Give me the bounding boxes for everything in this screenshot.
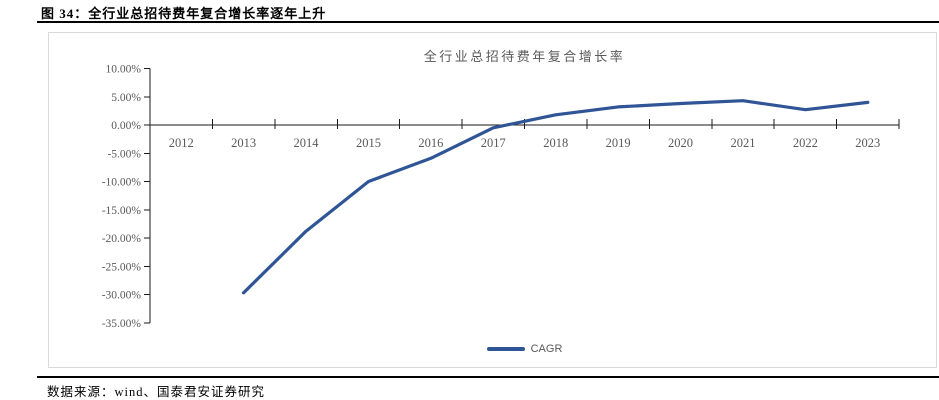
plot-svg: 10.00% 5.00% 0.00% -5.00% -10.00% -15.00% -20.… bbox=[102, 64, 900, 330]
y-axis-label: -15.00% bbox=[102, 205, 142, 217]
figure-title: 图 34：全行业总招待费年复合增长率逐年上升 bbox=[41, 6, 327, 21]
source-note: 数据来源：wind、国泰君安证券研究 bbox=[47, 385, 266, 399]
x-axis-label: 2019 bbox=[606, 136, 631, 150]
y-axis-label: 5.00% bbox=[111, 92, 141, 104]
x-axis-label: 2016 bbox=[418, 136, 443, 150]
x-axis-label: 2012 bbox=[169, 136, 194, 150]
y-axis-label: -30.00% bbox=[102, 290, 142, 302]
legend: CAGR bbox=[150, 341, 899, 357]
legend-line-marker-icon bbox=[486, 347, 525, 351]
y-axis-label: -35.00% bbox=[102, 318, 142, 330]
x-axis-label: 2015 bbox=[356, 136, 381, 150]
y-axis-label: 0.00% bbox=[111, 120, 141, 132]
legend-label: CAGR bbox=[530, 343, 563, 355]
y-axis-label: -5.00% bbox=[107, 148, 141, 160]
x-axis-label: 2018 bbox=[543, 136, 568, 150]
y-axis-label: -10.00% bbox=[102, 177, 142, 189]
x-axis-label: 2013 bbox=[231, 136, 256, 150]
chart-frame: 全行业总招待费年复合增长率 10.00% 5.00% 0.00% -5.00% -10.… bbox=[48, 32, 937, 368]
y-axis-label: 10.00% bbox=[106, 64, 142, 76]
x-axis-label: 2023 bbox=[855, 136, 880, 150]
x-axis-label: 2021 bbox=[730, 136, 755, 150]
cagr-line bbox=[242, 99, 870, 295]
source-rule bbox=[37, 376, 939, 378]
x-axis-label: 2017 bbox=[481, 136, 506, 150]
x-axis-label: 2022 bbox=[793, 136, 818, 150]
chart-title: 全行业总招待费年复合增长率 bbox=[423, 49, 626, 64]
header-rule bbox=[37, 21, 939, 23]
x-axis-label: 2014 bbox=[294, 136, 320, 150]
x-axis-label: 2020 bbox=[668, 136, 693, 150]
y-axis-label: -25.00% bbox=[102, 261, 142, 273]
y-axis-label: -20.00% bbox=[102, 233, 142, 245]
